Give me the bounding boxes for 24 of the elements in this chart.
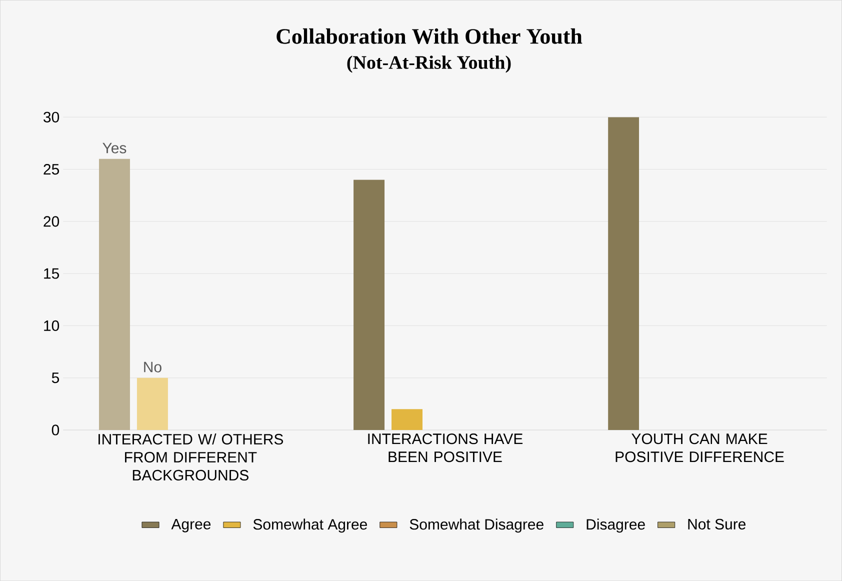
legend-label: Agree (171, 518, 211, 532)
bar (608, 117, 640, 430)
bar (98, 158, 130, 430)
bar (136, 378, 168, 430)
legend-label: Somewhat Disagree (410, 518, 544, 533)
chart-subtitle: (Not-At-Risk Youth) (347, 56, 511, 73)
y-tick-label: 20 (44, 216, 60, 227)
y-tick-label: 25 (44, 164, 60, 175)
y-tick-label: 10 (44, 320, 60, 331)
x-tick-label: YOUTH CAN MAKE POSITIVE DIFFERENCE (616, 433, 784, 462)
legend-label: Disagree (586, 518, 645, 533)
bar (354, 180, 385, 430)
y-tick-label: 30 (44, 112, 60, 122)
x-tick-label: INTERACTED W/ OTHERS FROM DIFFERENT BACKGROUNDS (98, 433, 284, 480)
bar (392, 409, 423, 430)
y-tick-label: 0 (52, 424, 60, 436)
y-tick-label: 15 (44, 268, 60, 279)
legend-label: Not Sure (688, 518, 746, 530)
data-label: Yes (102, 142, 126, 154)
x-tick-label: INTERACTIONS HAVE BEEN POSITIVE (368, 433, 523, 462)
legend-label: Somewhat Agree (253, 518, 367, 533)
data-label: No (144, 362, 162, 372)
y-tick-label: 5 (52, 372, 60, 384)
chart-title: Collaboration With Other Youth (276, 28, 582, 44)
